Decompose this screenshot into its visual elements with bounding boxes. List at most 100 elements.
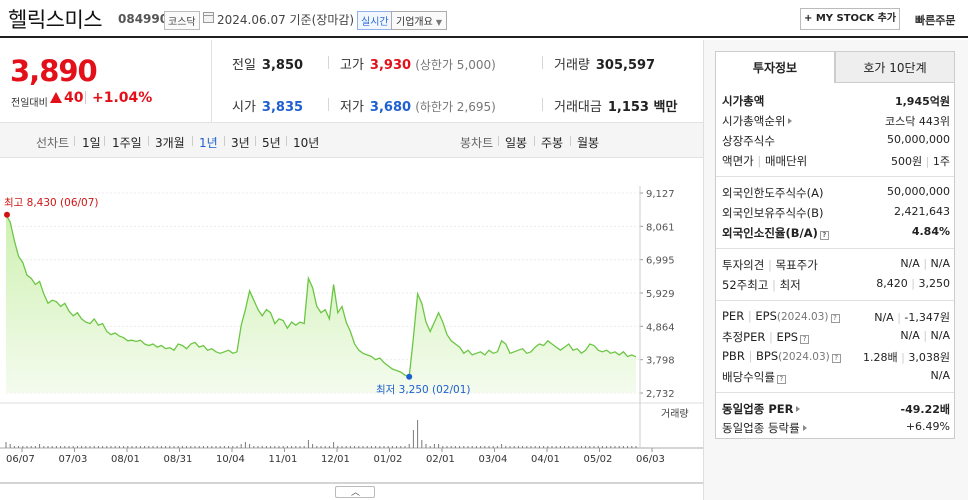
tab-investment-info[interactable]: 투자정보 (715, 51, 835, 83)
stat-value: 3,680 (370, 100, 411, 115)
rp-value: 2,421,643 (894, 205, 950, 218)
x-tick-label: 10/04 (216, 454, 245, 465)
divider: | (745, 349, 756, 363)
x-tick-label: 05/02 (584, 454, 613, 465)
volume-bar (258, 446, 259, 448)
rp-label: 시가총액 (722, 93, 764, 109)
divider (192, 136, 193, 146)
rp-value-wrap: 1.28배 | 3,038원 (863, 349, 950, 365)
stat-value: 3,850 (262, 58, 303, 73)
volume-bar (157, 446, 158, 448)
price-summary: 3,890 전일대비 40 +1.04% (0, 40, 212, 122)
line-chart-title: 선차트 (36, 134, 69, 151)
volume-bar (631, 446, 632, 448)
volume-bar (115, 446, 116, 448)
volume-bar (526, 446, 527, 448)
change-label: 전일대비 (11, 94, 48, 109)
rp-label: 추정PER (722, 330, 765, 344)
collapse-chart-button[interactable]: ︿ (335, 486, 375, 498)
divider (148, 136, 149, 146)
y-tick-label: 4,864 (646, 322, 675, 333)
volume-bar (228, 446, 229, 448)
stat-label: 저가 (340, 100, 364, 115)
divider: | (898, 351, 909, 364)
tab-1y[interactable]: 1년 (199, 134, 218, 151)
stock-name: 헬릭스미스 (8, 4, 102, 34)
tab-monthly[interactable]: 월봉 (577, 134, 599, 151)
divider: | (764, 258, 775, 272)
volume-bar (203, 446, 204, 448)
help-icon[interactable]: ? (777, 375, 786, 384)
volume-bar (375, 446, 376, 448)
help-icon[interactable]: ? (831, 314, 840, 323)
volume-bar (518, 446, 519, 448)
company-info-dropdown[interactable]: 기업개요 ▼ (391, 11, 447, 30)
volume-bar (602, 446, 603, 448)
tab-weekly[interactable]: 주봉 (541, 134, 563, 151)
help-icon[interactable]: ? (820, 231, 829, 240)
stat-low: 저가 3,680 (하한가 2,695) (340, 96, 496, 115)
volume-bar (619, 446, 620, 448)
volume-bar (589, 446, 590, 448)
divider: | (908, 277, 919, 290)
volume-bar (81, 446, 82, 448)
tab-3m[interactable]: 3개월 (155, 134, 185, 151)
tab-1w[interactable]: 1주일 (112, 134, 142, 151)
help-icon[interactable]: ? (800, 335, 809, 344)
volume-bar (556, 446, 557, 448)
realtime-button[interactable]: 실시간 (357, 11, 393, 30)
volume-bar (325, 446, 326, 448)
volume-bar (337, 446, 338, 448)
volume-bar (148, 446, 149, 448)
rp-value-wrap: N/A | -1,347원 (874, 309, 950, 325)
volume-bar (111, 446, 112, 448)
volume-bar (77, 446, 78, 448)
x-tick-label: 01/02 (374, 454, 403, 465)
tab-10y[interactable]: 10년 (293, 134, 319, 151)
y-tick-label: 9,127 (646, 189, 675, 200)
investment-info-panel: 투자정보 호가 10단계 시가총액 1,945억원 시가총액순위 코스닥 443… (703, 40, 968, 500)
volume-bar (497, 446, 498, 448)
volume-bar (308, 440, 309, 448)
volume-bar (220, 446, 221, 448)
tab-1d[interactable]: 1일 (82, 134, 101, 151)
volume-bar (52, 446, 53, 448)
volume-bar (169, 446, 170, 448)
row-cap-rank[interactable]: 시가총액순위 코스닥 443위 (722, 113, 950, 131)
volume-bar (531, 446, 532, 448)
add-mystock-button[interactable]: + MY STOCK 추가 (800, 8, 900, 30)
volume-bar (123, 446, 124, 448)
row-industry-per[interactable]: 동일업종 PER -49.22배 (722, 401, 950, 419)
volume-bar (468, 446, 469, 448)
stat-label: 전일 (232, 58, 256, 73)
divider: | (922, 155, 933, 168)
divider (255, 136, 256, 146)
volume-bar (438, 444, 439, 448)
tab-3y[interactable]: 3년 (231, 134, 250, 151)
help-icon[interactable]: ? (832, 354, 841, 363)
rp-value: -1,347원 (904, 311, 950, 324)
stat-prev-close: 전일 3,850 (232, 54, 303, 73)
rp-label: 매매단위 (765, 154, 807, 168)
volume-bar (333, 442, 334, 448)
rp-label: 동일업종 PER (722, 402, 793, 416)
price-chart[interactable]: 9,127 8,061 6,995 5,929 4,864 3,798 2,732 06/0… (0, 158, 703, 500)
quick-order-link[interactable]: 빠른주문 (915, 12, 955, 28)
tab-5y[interactable]: 5년 (262, 134, 281, 151)
y-tick-label: 8,061 (646, 222, 675, 233)
volume-bar (354, 446, 355, 448)
rp-value: 4.84% (912, 225, 950, 238)
rp-label: 최저 (780, 278, 801, 292)
divider: | (765, 330, 776, 344)
rp-label-wrap: 동일업종 PER (722, 401, 800, 417)
stat-high: 고가 3,930 (상한가 5,000) (340, 54, 496, 73)
stat-label: 고가 (340, 58, 364, 73)
tab-daily[interactable]: 일봉 (505, 134, 527, 151)
tab-order-book[interactable]: 호가 10단계 (835, 51, 955, 83)
volume-bar (594, 446, 595, 448)
row-52week: 52주최고 | 최저 8,420 | 3,250 (722, 277, 950, 295)
volume-bar (140, 446, 141, 448)
row-industry-rate[interactable]: 동일업종 등락률 +6.49% (722, 420, 950, 438)
volume-bar (178, 446, 179, 448)
volume-bar (413, 430, 414, 448)
